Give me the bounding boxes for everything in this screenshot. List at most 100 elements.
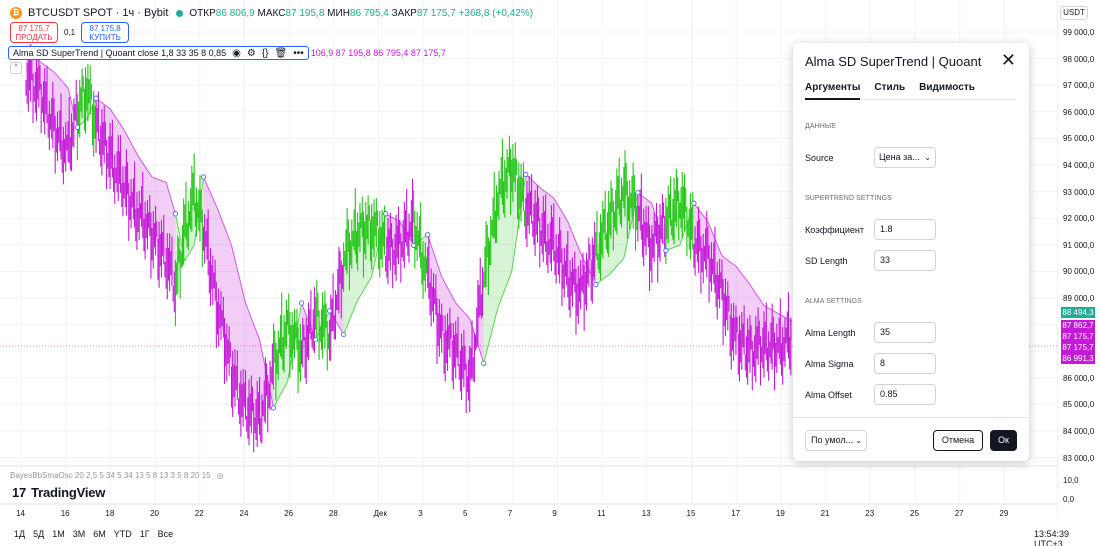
supertrend-segment	[609, 268, 615, 275]
supertrend-segment	[156, 178, 162, 182]
trend-fill-segment	[63, 82, 69, 151]
alma-length-input[interactable]: 35	[874, 322, 936, 343]
supertrend-segment	[123, 129, 130, 139]
supertrend-segment	[49, 68, 55, 73]
supertrend-segment	[651, 203, 658, 220]
sd-length-input[interactable]: 33	[874, 250, 936, 271]
oscillator-title[interactable]: BayesBbSmaOsc 20 2,5 5 34 5 34 13 5 8 13…	[10, 471, 211, 480]
time-tick: 29	[999, 509, 1009, 518]
trend-fill-segment	[553, 198, 559, 258]
supertrend-segment	[263, 362, 270, 386]
eye-icon[interactable]: ◉	[232, 47, 241, 59]
range-button[interactable]: Все	[157, 529, 174, 539]
tab-visibility[interactable]: Видимость	[919, 82, 975, 93]
supertrend-segment	[539, 187, 545, 192]
supertrend-segment	[287, 355, 293, 382]
tab-arguments[interactable]: Аргументы	[805, 82, 861, 100]
indicator-legend: Alma SD SuperTrend | Quoant close 1,8 33…	[8, 46, 446, 60]
source-code-icon[interactable]: {}	[261, 47, 269, 59]
currency-selector[interactable]: USDT	[1060, 6, 1088, 20]
ohlc-values: ОТКР86 806,9 МАКС87 195,8 МИН86 795,4 ЗА…	[189, 7, 534, 19]
supertrend-segment	[179, 237, 186, 262]
trash-icon[interactable]: 🗑	[274, 47, 288, 59]
time-tick: 15	[686, 509, 696, 518]
supertrend-segment	[586, 265, 592, 276]
range-button[interactable]: 1Д	[14, 529, 26, 539]
alma-offset-input[interactable]: 0.85	[874, 384, 936, 405]
supertrend-segment	[109, 108, 116, 117]
price-tick: 98 000,0	[1063, 54, 1095, 64]
supertrend-segment	[161, 180, 167, 183]
supertrend-segment	[357, 292, 363, 301]
supertrend-segment	[221, 220, 228, 234]
supertrend-segment	[254, 327, 261, 340]
collapse-legend-icon[interactable]: ^	[10, 62, 22, 74]
symbol-title[interactable]: BTCUSDT SPOT · 1ч · Bybit	[28, 7, 169, 19]
supertrend-segment	[165, 182, 172, 199]
supertrend-segment	[132, 147, 139, 157]
supertrend-segment	[464, 313, 471, 320]
trend-fill-segment	[128, 138, 134, 206]
ok-button[interactable]: Ок	[990, 430, 1017, 451]
source-select[interactable]: Цена за... ⌄	[874, 147, 936, 168]
cancel-button[interactable]: Отмена	[933, 430, 983, 451]
dialog-tabs: Аргументы Стиль Видимость	[805, 82, 1016, 100]
trend-flip-marker	[93, 95, 99, 101]
more-icon[interactable]: •••	[293, 47, 304, 59]
defaults-dropdown[interactable]: По умол... ⌄	[805, 430, 867, 451]
range-button[interactable]: 1М	[52, 529, 65, 539]
tradingview-logo[interactable]: 17 TradingView	[12, 485, 106, 500]
supertrend-segment	[39, 61, 45, 66]
supertrend-segment	[758, 298, 765, 306]
supertrend-segment	[497, 295, 503, 309]
settings-icon[interactable]: ⚙	[246, 47, 256, 59]
close-icon[interactable]: ✕	[1000, 50, 1016, 70]
coefficient-input[interactable]: 1.8	[874, 219, 936, 240]
price-chart[interactable]	[0, 0, 1058, 520]
trend-flip-marker	[663, 247, 669, 254]
range-button[interactable]: 5Д	[33, 529, 45, 539]
supertrend-segment	[600, 277, 606, 282]
source-label: Source	[805, 153, 834, 163]
supertrend-segment	[189, 244, 195, 254]
price-tick: 85 000,0	[1063, 400, 1095, 410]
chevron-down-icon: ⌄	[924, 153, 931, 162]
price-label: 86 991,3	[1061, 353, 1095, 364]
oscillator-tick: 0,0	[1063, 495, 1075, 504]
range-button[interactable]: YTD	[113, 529, 132, 539]
time-tick: 5	[463, 509, 468, 518]
time-tick: 9	[552, 509, 557, 518]
clock[interactable]: 13:54:39 UTC+3	[1034, 529, 1070, 546]
eye-off-icon[interactable]: ◎	[216, 471, 224, 480]
trend-flip-marker	[341, 331, 347, 338]
trend-fill-segment	[156, 178, 162, 249]
supertrend-segment	[660, 234, 667, 251]
supertrend-segment	[296, 302, 303, 330]
supertrend-segment	[576, 244, 583, 256]
supertrend-segment	[418, 237, 424, 243]
trend-flip-marker	[172, 211, 179, 217]
price-tick: 93 000,0	[1063, 187, 1095, 197]
spread-value: 0,1	[64, 28, 76, 37]
indicator-title[interactable]: Alma SD SuperTrend | Quoant close 1,8 33…	[13, 48, 227, 58]
alma-length-label: Alma Length	[805, 328, 856, 338]
range-button[interactable]: 6М	[93, 529, 106, 539]
buy-button[interactable]: 87 175,8 КУПИТЬ	[81, 22, 130, 43]
dialog-title: Alma SD SuperTrend | Quoant	[805, 54, 982, 69]
indicator-settings-dialog: Alma SD SuperTrend | Quoant ✕ Аргументы …	[793, 43, 1029, 461]
supertrend-segment	[623, 236, 630, 259]
supertrend-segment	[782, 315, 788, 320]
time-tick: 17	[731, 509, 741, 518]
range-button[interactable]: 1Г	[139, 529, 150, 539]
time-tick: 28	[328, 509, 338, 518]
time-tick: 21	[820, 509, 830, 518]
range-button[interactable]: 3М	[72, 529, 86, 539]
trend-fill-segment	[259, 339, 265, 419]
alma-sigma-input[interactable]: 8	[874, 353, 936, 374]
sell-button[interactable]: 87 175,7 ПРОДАТЬ	[10, 22, 58, 43]
tab-style[interactable]: Стиль	[874, 82, 906, 93]
supertrend-segment	[291, 329, 298, 356]
supertrend-segment	[67, 87, 74, 108]
supertrend-segment	[716, 244, 723, 256]
indicator-title-box[interactable]: Alma SD SuperTrend | Quoant close 1,8 33…	[8, 46, 309, 60]
